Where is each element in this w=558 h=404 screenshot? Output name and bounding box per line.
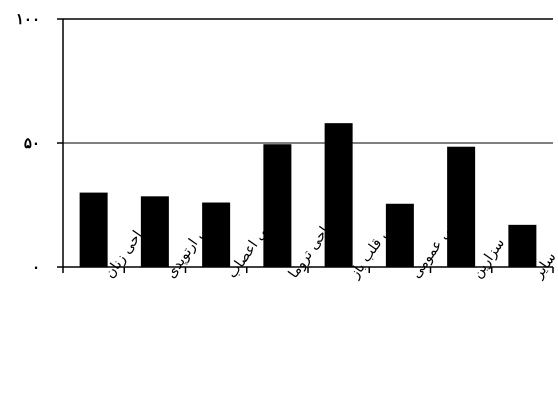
bar-1	[140, 196, 169, 267]
bar-5	[385, 203, 414, 267]
bar-2	[202, 202, 231, 267]
axes	[57, 18, 554, 273]
bar-0	[79, 192, 108, 267]
y-tick-label-0: ۰	[32, 258, 40, 276]
bar-3	[263, 144, 292, 267]
bar-4	[324, 123, 353, 267]
y-tick-labels: ۰ ۵۰ ۱۰۰	[16, 10, 40, 276]
bar-7	[508, 224, 537, 267]
bar-6	[447, 146, 476, 267]
bars	[79, 123, 537, 267]
y-tick-label-2: ۱۰۰	[16, 10, 40, 28]
y-tick-label-1: ۵۰	[24, 134, 40, 152]
